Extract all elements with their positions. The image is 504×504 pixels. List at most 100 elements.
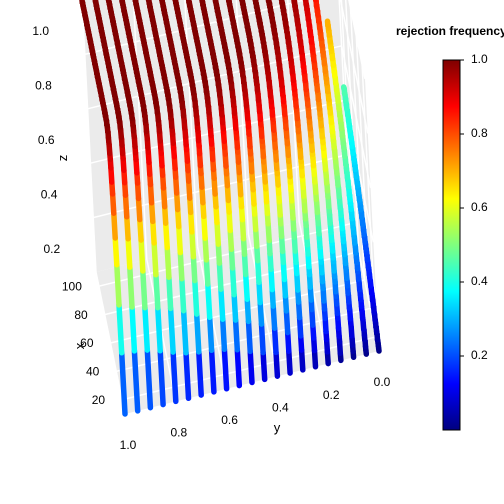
series-segment xyxy=(144,347,154,411)
series-segment xyxy=(161,203,169,226)
series-line xyxy=(79,0,128,417)
series-segment xyxy=(177,249,185,282)
y-tick-label: 1.0 xyxy=(120,438,137,452)
series-line xyxy=(252,0,293,376)
series-segment xyxy=(116,302,125,356)
gridline-y xyxy=(81,0,97,273)
series-segment xyxy=(157,348,166,408)
series-segment xyxy=(192,277,200,317)
series-segment xyxy=(127,264,135,310)
series-segment xyxy=(257,299,265,327)
series-segment xyxy=(155,304,163,354)
series-segment xyxy=(183,350,192,402)
series-segment xyxy=(187,209,195,235)
series-segment xyxy=(151,240,159,278)
series-segment xyxy=(296,314,304,339)
series-segment xyxy=(160,185,168,210)
series-segment xyxy=(114,261,122,308)
series-segment xyxy=(124,214,131,242)
y-tick-label: 0.6 xyxy=(221,413,238,427)
series-segment xyxy=(147,181,155,206)
series-segment xyxy=(269,286,276,309)
x-tick-label: 80 xyxy=(74,308,88,322)
colorbar-tick-label: 0.4 xyxy=(471,274,488,288)
colorbar xyxy=(442,59,461,431)
series-segment xyxy=(206,314,215,354)
y-axis-label: y xyxy=(274,420,281,435)
series-segment xyxy=(112,235,120,268)
series-segment xyxy=(242,271,250,302)
series-segment xyxy=(190,254,198,284)
series-line xyxy=(265,0,306,373)
z-tick-label: 0.4 xyxy=(41,187,58,201)
series-segment xyxy=(234,347,243,389)
series-segment xyxy=(219,316,228,353)
gridline-z xyxy=(93,153,348,219)
series-segment xyxy=(109,191,117,216)
series-segment xyxy=(258,321,266,356)
series-line xyxy=(324,18,370,357)
series-segment xyxy=(231,291,239,323)
series-segment xyxy=(216,260,224,292)
series-line xyxy=(172,0,217,395)
series-segment xyxy=(226,209,233,234)
x-tick-label: 60 xyxy=(80,336,94,350)
y-tick-label: 0.0 xyxy=(374,375,391,389)
colorbar-tick-label: 1.0 xyxy=(471,52,488,66)
z-tick-label: 0.6 xyxy=(38,133,55,147)
z-axis-label: z xyxy=(55,155,70,162)
gridline-z xyxy=(348,0,366,80)
series-segment xyxy=(244,296,252,325)
series-line xyxy=(199,0,243,389)
x-tick-label: 20 xyxy=(92,393,106,407)
y-tick-label: 0.8 xyxy=(170,426,187,440)
series-segment xyxy=(215,241,223,266)
series-segment xyxy=(252,226,260,250)
series-segment xyxy=(260,349,268,383)
x-axis-label: x xyxy=(72,342,87,349)
z-tick-label: 0.8 xyxy=(35,79,52,93)
series-segment xyxy=(221,346,230,392)
series-segment xyxy=(150,218,157,246)
series-segment xyxy=(125,236,133,270)
gridline-y xyxy=(184,0,199,247)
series-segment xyxy=(173,190,181,213)
series-segment xyxy=(286,348,293,376)
series-segment xyxy=(180,307,189,356)
series-segment xyxy=(129,304,138,354)
series-segment xyxy=(170,349,179,405)
series-segment xyxy=(167,305,176,355)
series-line xyxy=(159,0,204,398)
series-segment xyxy=(208,347,217,395)
series-segment xyxy=(138,237,146,274)
series-segment xyxy=(239,216,247,242)
series-line xyxy=(302,0,344,364)
series-segment xyxy=(227,227,235,253)
series-segment xyxy=(270,303,278,331)
axis-tick-labels: 0.2 0.4 0.6 0.8 1.0 20 40 60 80 100 0.0 0.2 0.4 0.6 0.… xyxy=(32,24,390,452)
colorbar-tick-label: 0.2 xyxy=(471,348,488,362)
series-segment xyxy=(162,220,170,251)
series-segment xyxy=(189,229,197,260)
series-line xyxy=(105,0,154,411)
y-tick-label: 0.2 xyxy=(323,388,340,402)
z-tick-label: 0.2 xyxy=(44,242,61,256)
gridline-x xyxy=(344,0,360,252)
series-line xyxy=(185,0,230,392)
series-line xyxy=(239,0,281,379)
series-segment xyxy=(142,304,151,353)
series-segment xyxy=(284,329,292,354)
colorbar-tick-label: 0.6 xyxy=(471,200,488,214)
series-segment xyxy=(273,349,281,379)
y-tick-label: 0.4 xyxy=(272,400,289,414)
series-segment xyxy=(148,200,156,225)
z-tick-label: 1.0 xyxy=(32,24,49,38)
series-line xyxy=(92,0,141,414)
series-segment xyxy=(196,349,204,398)
series-line xyxy=(225,0,268,383)
series-segment xyxy=(118,350,128,417)
series-segment xyxy=(247,348,255,386)
series-segment xyxy=(176,223,184,256)
series-line xyxy=(212,0,255,386)
